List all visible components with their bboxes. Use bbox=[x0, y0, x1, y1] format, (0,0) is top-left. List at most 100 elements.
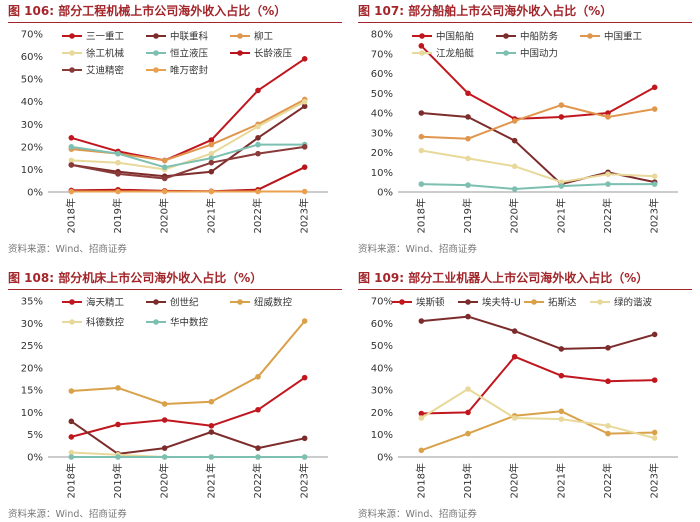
chart-title: 图 106: 部分工程机械上市公司海外收入占比（%） bbox=[8, 4, 287, 18]
x-tick-label: 2020年 bbox=[158, 463, 171, 498]
legend-item: 三一重工 bbox=[62, 31, 125, 43]
legend-item: 柳工 bbox=[230, 31, 274, 43]
data-point bbox=[605, 378, 611, 385]
legend-swatch-marker bbox=[503, 33, 509, 39]
data-point bbox=[511, 186, 518, 192]
y-tick-label: 0% bbox=[27, 453, 43, 464]
legend-item: 海天精工 bbox=[62, 297, 125, 309]
legend-label: 长龄液压 bbox=[254, 48, 293, 60]
x-tick-label: 2018年 bbox=[64, 198, 77, 233]
data-point bbox=[255, 188, 261, 195]
data-point bbox=[115, 150, 121, 157]
data-point bbox=[418, 133, 425, 140]
data-point bbox=[255, 406, 261, 413]
data-point bbox=[558, 416, 565, 422]
data-point bbox=[558, 179, 565, 185]
series-line bbox=[420, 410, 655, 452]
series-line bbox=[421, 104, 655, 140]
legend-swatch-marker bbox=[399, 299, 405, 305]
data-point bbox=[511, 163, 518, 170]
data-point bbox=[208, 423, 215, 429]
legend-item: 拓斯达 bbox=[524, 297, 577, 309]
data-point bbox=[558, 408, 565, 415]
y-tick-label: 30% bbox=[371, 128, 393, 139]
data-point bbox=[161, 417, 168, 423]
legend-item: 中国船舶 bbox=[412, 31, 474, 43]
legend-item: 埃夫特-U bbox=[458, 297, 521, 309]
data-point bbox=[418, 110, 425, 116]
data-point bbox=[558, 183, 565, 189]
data-point bbox=[255, 373, 261, 380]
legend-label: 中联重科 bbox=[170, 31, 209, 43]
legend-item: 中国重工 bbox=[580, 31, 643, 43]
data-point bbox=[605, 345, 611, 351]
series-line bbox=[421, 315, 655, 350]
legend-swatch-marker bbox=[153, 33, 159, 39]
legend-swatch-marker bbox=[531, 299, 537, 305]
series-line bbox=[421, 355, 655, 415]
legend-item: 徐工机械 bbox=[62, 48, 125, 60]
legend-swatch-marker bbox=[153, 67, 159, 73]
legend-swatch-marker bbox=[419, 50, 425, 56]
data-point bbox=[605, 110, 611, 116]
data-point bbox=[418, 447, 425, 454]
y-tick-label: 40% bbox=[371, 363, 393, 374]
data-point bbox=[208, 137, 215, 143]
data-point bbox=[301, 374, 308, 381]
legend-label: 创世纪 bbox=[170, 297, 199, 309]
legend-swatch-marker bbox=[503, 50, 509, 56]
x-tick-label: 2022年 bbox=[601, 198, 614, 233]
data-point bbox=[255, 135, 261, 141]
data-point bbox=[68, 144, 75, 150]
chart-plot: 0% 10% 20% 30% 40% 50% 60% 70% 2018年 2019年 2020年 20… bbox=[371, 297, 678, 498]
y-tick-label: 0% bbox=[377, 188, 393, 199]
legend-item: 中船防务 bbox=[496, 31, 559, 43]
x-tick-label: 2023年 bbox=[648, 198, 661, 233]
x-tick-label: 2019年 bbox=[461, 198, 474, 233]
y-tick-label: 40% bbox=[371, 109, 393, 120]
series-line bbox=[71, 100, 306, 171]
data-point bbox=[255, 445, 261, 451]
legend-swatch-marker bbox=[69, 319, 75, 325]
data-point bbox=[465, 114, 471, 120]
x-tick-label: 2019年 bbox=[111, 463, 124, 498]
y-tick-label: 60% bbox=[371, 69, 393, 80]
legend-label: 海天精工 bbox=[86, 297, 125, 309]
data-point bbox=[511, 137, 518, 144]
chart-panel-107: 图 107: 部分船舶上市公司海外收入占比（%） 0% 10% 20% 30% 40% 5… bbox=[358, 2, 692, 260]
data-point bbox=[255, 141, 261, 148]
x-tick-label: 2019年 bbox=[111, 198, 124, 233]
data-point bbox=[115, 171, 121, 177]
legend-swatch-marker bbox=[153, 319, 159, 325]
y-tick-label: 15% bbox=[21, 386, 43, 397]
data-point bbox=[651, 84, 658, 91]
legend-item: 科德数控 bbox=[62, 317, 125, 329]
data-point bbox=[68, 188, 75, 195]
y-tick-label: 0% bbox=[27, 188, 43, 199]
legend-swatch-marker bbox=[69, 33, 75, 39]
data-point bbox=[605, 114, 611, 120]
data-point bbox=[161, 188, 168, 195]
legend-swatch-marker bbox=[587, 33, 593, 39]
y-tick-label: 20% bbox=[371, 148, 393, 159]
data-point bbox=[605, 181, 611, 187]
y-tick-label: 10% bbox=[21, 408, 43, 419]
y-tick-label: 70% bbox=[371, 297, 393, 308]
data-point bbox=[465, 430, 471, 437]
series-line bbox=[71, 105, 306, 178]
chart-panel-108: 图 108: 部分机床上市公司海外收入占比（%） 0% 5% 10% 15% 20% 25… bbox=[8, 269, 342, 522]
data-point bbox=[465, 313, 471, 320]
legend-label: 中国船舶 bbox=[436, 31, 474, 43]
y-tick-label: 20% bbox=[21, 142, 43, 153]
chart-plot: 0% 10% 20% 30% 40% 50% 60% 70% 80% 2018年 2019年 2020… bbox=[371, 30, 678, 233]
y-tick-label: 40% bbox=[21, 97, 43, 108]
data-point bbox=[208, 188, 215, 195]
data-point bbox=[558, 102, 565, 108]
y-tick-label: 10% bbox=[371, 430, 393, 441]
chart-plot: 0% 5% 10% 15% 20% 25% 30% 35% 2018年 2019年 2020年 202… bbox=[21, 297, 328, 498]
x-tick-label: 2021年 bbox=[554, 463, 567, 498]
legend-item: 唯万密封 bbox=[146, 65, 209, 77]
data-point bbox=[68, 418, 75, 425]
y-tick-label: 20% bbox=[21, 363, 43, 374]
data-point bbox=[511, 415, 518, 421]
